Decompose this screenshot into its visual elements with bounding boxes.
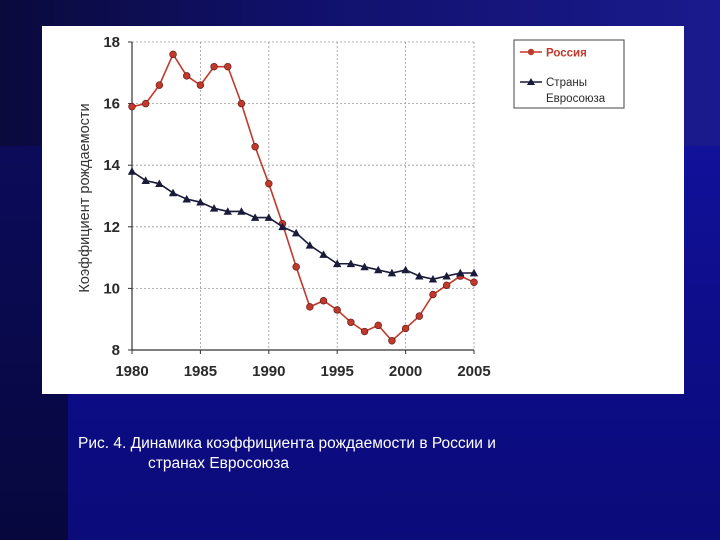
eu-point [428,274,438,283]
russia-point [141,99,150,108]
eu-point [278,222,287,231]
eu-point [415,271,424,280]
legend-marker-russia [527,48,535,56]
eu-point [250,213,260,221]
y-tick-label: 10 [103,280,120,297]
x-tick-label: 1990 [252,363,285,380]
x-tick-label: 1980 [115,363,148,380]
russia-point [470,278,478,286]
russia-point [169,50,177,59]
eu-point [223,207,232,215]
eu-point [196,197,205,206]
y-tick-label: 18 [103,34,120,51]
eu-point [401,265,410,274]
russia-point [292,263,300,271]
russia-point [319,297,328,305]
chart-panel: 8 10 12 14 16 18 1980 1985 1990 1995 2000 2005 Коэфф… [42,26,684,394]
eu-point [456,268,465,277]
series-line [131,170,474,280]
y-tick-label: 12 [103,219,120,236]
russia-point [306,303,314,311]
russia-point [183,72,191,80]
russia-point [388,337,396,345]
legend-marker-eu [527,78,535,85]
russia-point [155,81,164,89]
russia-point [128,102,136,111]
y-tick-label: 16 [103,96,120,113]
russia-point [210,62,218,71]
caption-line-1: Рис. 4. Динамика коэффициента рождаемост… [78,435,496,452]
russia-point [401,324,410,333]
russia-point [196,81,205,89]
legend: Россия Страны Евросоюза [513,39,625,109]
x-tick-label: 1995 [321,363,354,380]
russia-point [237,99,246,108]
russia-point [251,143,259,151]
eu-point [182,194,191,203]
eu-point [209,204,219,212]
russia-point [347,318,355,326]
birth-rate-chart: 8 10 12 14 16 18 1980 1985 1990 1995 2000 2005 Коэфф… [77,34,625,380]
x-tick-label: 2005 [457,363,490,380]
eu-point [127,167,137,175]
russia-point [265,179,273,188]
figure-caption: Рис. 4. Динамика коэффициента рождаемост… [78,434,698,474]
eu-point [155,179,164,188]
y-tick-label: 14 [103,157,120,174]
x-tick-label: 2000 [389,363,422,380]
x-tick-label: 1985 [184,363,217,380]
legend-label-russia: Россия [546,48,587,60]
russia-point [415,312,423,320]
russia-point [333,306,341,314]
eu-point [168,188,178,197]
eu-point [291,228,301,237]
russia-point [429,290,437,299]
y-axis-label: Коэффициент рождаемости [77,103,93,292]
y-tick-label: 8 [112,342,120,359]
eu-point [264,213,273,221]
eu-point [305,241,315,249]
eu-point [360,262,369,271]
legend-label-eu-line2: Евросоюза [546,93,606,105]
caption-line-2: странах Евросоюза [148,455,290,472]
legend-label-eu: Страны [546,77,587,89]
russia-point [374,321,382,330]
eu-point [333,259,342,268]
eu-point [469,268,479,277]
eu-point [237,207,246,215]
eu-point [346,259,356,268]
eu-point [319,250,328,258]
eu-point [141,176,150,184]
eu-point [442,271,451,280]
russia-point [442,281,451,290]
eu-point [374,265,383,274]
eu-point [387,268,397,277]
russia-point [224,62,232,71]
russia-point [360,327,369,336]
